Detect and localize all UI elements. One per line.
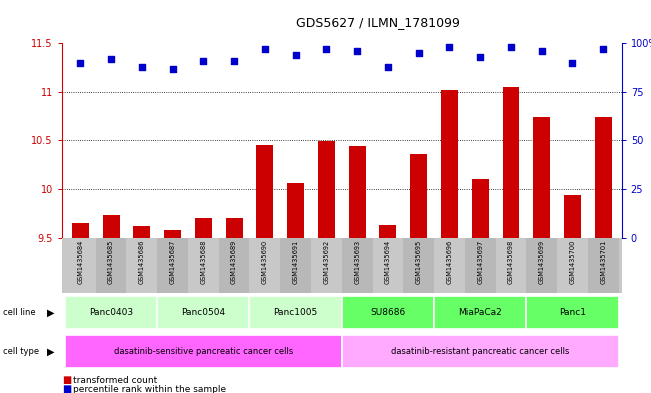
- Bar: [527, 296, 618, 329]
- Bar: [372, 238, 404, 293]
- Text: ■: ■: [62, 375, 71, 386]
- Bar: [65, 238, 96, 293]
- Bar: [472, 179, 489, 238]
- Bar: [311, 238, 342, 293]
- Bar: [133, 226, 150, 238]
- Point: [475, 54, 486, 60]
- Bar: [164, 230, 181, 238]
- Text: GSM1435694: GSM1435694: [385, 240, 391, 284]
- Text: GSM1435692: GSM1435692: [324, 240, 329, 284]
- Bar: [342, 335, 618, 368]
- Text: transformed count: transformed count: [73, 376, 157, 385]
- Bar: [188, 238, 219, 293]
- Text: ▶: ▶: [47, 347, 55, 357]
- Point: [413, 50, 424, 56]
- Bar: [557, 238, 588, 293]
- Bar: [434, 238, 465, 293]
- Point: [260, 46, 270, 52]
- Point: [137, 63, 147, 70]
- Point: [167, 65, 178, 72]
- Bar: [226, 219, 243, 238]
- Bar: [280, 238, 311, 293]
- Text: GSM1435700: GSM1435700: [570, 240, 575, 285]
- Bar: [465, 238, 495, 293]
- Bar: [65, 335, 342, 368]
- Bar: [126, 238, 157, 293]
- Text: GSM1435691: GSM1435691: [293, 240, 299, 284]
- Text: GSM1435697: GSM1435697: [477, 240, 483, 284]
- Text: cell type: cell type: [3, 347, 39, 356]
- Bar: [342, 296, 434, 329]
- Bar: [157, 238, 188, 293]
- Point: [598, 46, 609, 52]
- Text: Panc0504: Panc0504: [181, 308, 225, 317]
- Bar: [287, 183, 304, 238]
- Text: SU8686: SU8686: [370, 308, 406, 317]
- Bar: [219, 238, 249, 293]
- Bar: [588, 238, 618, 293]
- Text: Panc1005: Panc1005: [273, 308, 318, 317]
- Text: GSM1435693: GSM1435693: [354, 240, 360, 284]
- Point: [506, 44, 516, 50]
- Text: GSM1435687: GSM1435687: [170, 240, 176, 285]
- Bar: [527, 238, 557, 293]
- Bar: [595, 117, 612, 238]
- Text: GSM1435699: GSM1435699: [539, 240, 545, 284]
- Bar: [533, 117, 550, 238]
- Bar: [96, 238, 126, 293]
- Bar: [342, 238, 372, 293]
- Bar: [157, 296, 249, 329]
- Point: [229, 58, 240, 64]
- Bar: [195, 219, 212, 238]
- Bar: [404, 238, 434, 293]
- Bar: [434, 296, 527, 329]
- Bar: [256, 145, 273, 238]
- Bar: [410, 154, 427, 238]
- Text: GSM1435698: GSM1435698: [508, 240, 514, 284]
- Point: [352, 48, 363, 54]
- Text: ■: ■: [62, 384, 71, 393]
- Text: dasatinib-resistant pancreatic cancer cells: dasatinib-resistant pancreatic cancer ce…: [391, 347, 570, 356]
- Text: dasatinib-sensitive pancreatic cancer cells: dasatinib-sensitive pancreatic cancer ce…: [114, 347, 293, 356]
- Bar: [72, 223, 89, 238]
- Point: [198, 58, 208, 64]
- Bar: [65, 296, 157, 329]
- Bar: [103, 215, 120, 238]
- Text: MiaPaCa2: MiaPaCa2: [458, 308, 502, 317]
- Text: GSM1435688: GSM1435688: [201, 240, 206, 285]
- Text: GSM1435685: GSM1435685: [108, 240, 114, 285]
- Text: GSM1435686: GSM1435686: [139, 240, 145, 285]
- Text: percentile rank within the sample: percentile rank within the sample: [73, 385, 226, 393]
- Bar: [318, 141, 335, 238]
- Text: GSM1435689: GSM1435689: [231, 240, 237, 284]
- Bar: [495, 238, 527, 293]
- Text: GSM1435684: GSM1435684: [77, 240, 83, 285]
- Text: GSM1435690: GSM1435690: [262, 240, 268, 284]
- Point: [106, 56, 117, 62]
- Text: GSM1435701: GSM1435701: [600, 240, 606, 284]
- Bar: [380, 225, 396, 238]
- Text: GSM1435696: GSM1435696: [447, 240, 452, 284]
- Text: GDS5627 / ILMN_1781099: GDS5627 / ILMN_1781099: [296, 17, 460, 29]
- Text: cell line: cell line: [3, 308, 36, 317]
- Bar: [249, 296, 342, 329]
- Text: Panc0403: Panc0403: [89, 308, 133, 317]
- Text: GSM1435695: GSM1435695: [416, 240, 422, 284]
- Bar: [249, 238, 280, 293]
- Point: [290, 52, 301, 58]
- Point: [444, 44, 454, 50]
- Point: [536, 48, 547, 54]
- Bar: [503, 87, 519, 238]
- Text: ▶: ▶: [47, 307, 55, 318]
- Bar: [564, 195, 581, 238]
- Point: [383, 63, 393, 70]
- Point: [567, 59, 577, 66]
- Point: [321, 46, 331, 52]
- Bar: [349, 146, 366, 238]
- Point: [75, 59, 85, 66]
- Text: Panc1: Panc1: [559, 308, 586, 317]
- Bar: [441, 90, 458, 238]
